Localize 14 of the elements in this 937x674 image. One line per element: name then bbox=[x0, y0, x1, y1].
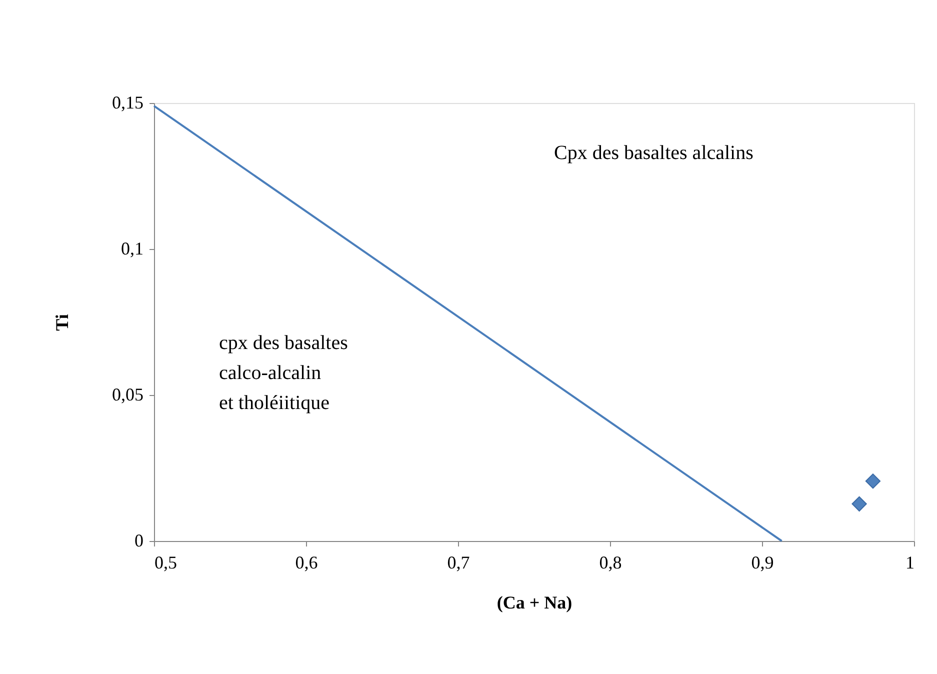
x-axis-title: (Ca + Na) bbox=[496, 592, 572, 612]
y-tick-label: 0 bbox=[134, 530, 144, 550]
x-tick-label: 1 bbox=[906, 552, 914, 572]
y-tick-label: 0,1 bbox=[121, 238, 144, 258]
x-tick-label: 0,9 bbox=[751, 552, 774, 572]
y-tick-label: 0,05 bbox=[112, 384, 144, 404]
y-axis-title: Ti bbox=[52, 314, 72, 331]
x-tick-label: 0,8 bbox=[599, 552, 622, 572]
annotation: cpx des basaltes calco-alcalin et tholéiitique bbox=[219, 332, 348, 414]
annotation: Cpx des basaltes alcalins bbox=[554, 142, 754, 164]
x-tick-label: 0,6 bbox=[295, 552, 318, 572]
y-tick-label: 0,15 bbox=[112, 92, 144, 112]
x-tick-label: 0,5 bbox=[154, 552, 177, 572]
x-tick-label: 0,7 bbox=[447, 552, 470, 572]
